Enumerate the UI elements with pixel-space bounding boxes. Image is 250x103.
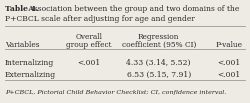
Text: Internalizing: Internalizing — [5, 59, 54, 67]
Text: <.001: <.001 — [217, 71, 240, 79]
Text: Table 4.: Table 4. — [5, 5, 38, 13]
Text: 4.33 (3.14, 5.52): 4.33 (3.14, 5.52) — [126, 59, 191, 67]
Text: Variables: Variables — [5, 41, 40, 49]
Text: P+CBCL, Pictorial Child Behavior Checklist; CI, confidence interval.: P+CBCL, Pictorial Child Behavior Checkli… — [5, 90, 226, 95]
Text: <.001: <.001 — [77, 59, 100, 67]
Text: Regression: Regression — [138, 33, 179, 41]
Text: P+CBCL scale after adjusting for age and gender: P+CBCL scale after adjusting for age and… — [5, 15, 195, 23]
Text: P-value: P-value — [215, 41, 242, 49]
Text: Overall: Overall — [75, 33, 102, 41]
Text: group effect: group effect — [66, 41, 112, 49]
Text: <.001: <.001 — [217, 59, 240, 67]
Text: 6.53 (5.15, 7.91): 6.53 (5.15, 7.91) — [127, 71, 191, 79]
Text: Association between the group and two domains of the: Association between the group and two do… — [26, 5, 240, 13]
Text: Externalizing: Externalizing — [5, 71, 56, 79]
Text: coefficient (95% CI): coefficient (95% CI) — [122, 41, 196, 49]
